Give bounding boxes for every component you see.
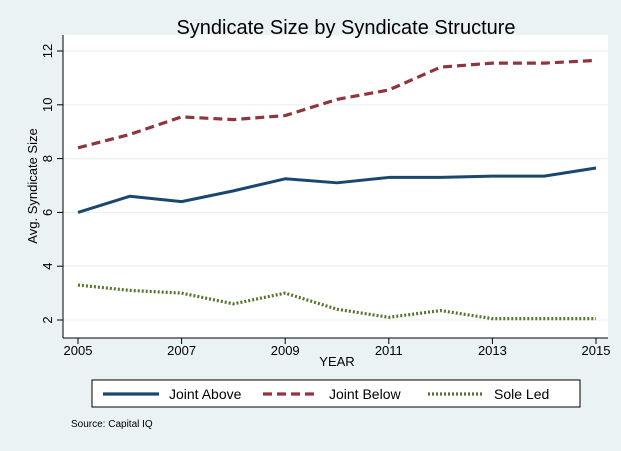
series-line-sole-led: [77, 283, 596, 321]
chart-title: Syndicate Size by Syndicate Structure: [176, 17, 515, 39]
y-tick-label: 2: [40, 316, 55, 323]
legend-label: Sole Led: [494, 386, 549, 402]
legend-label: Joint Above: [169, 386, 242, 402]
x-tick-label: 2007: [167, 343, 196, 358]
x-tick-label: 2005: [64, 343, 93, 358]
legend-items: Joint Above Joint Below Sole Led: [103, 386, 549, 402]
source-note: Source: Capital IQ: [71, 419, 153, 430]
x-tick-label: 2011: [375, 343, 403, 358]
y-tick-label: 6: [40, 209, 55, 216]
series-lines: [77, 58, 597, 321]
x-tick-labels: 2005 2007 2009 2011 2013 2015: [64, 338, 611, 358]
x-tick-label: 2009: [271, 343, 300, 358]
y-tick-label: 8: [40, 155, 55, 162]
x-axis-label: YEAR: [319, 354, 354, 369]
legend-label: Joint Below: [329, 386, 401, 402]
y-tick-label: 10: [40, 98, 55, 112]
series-line-joint-below: [77, 58, 597, 150]
y-tick-labels: 2 4 6 8 10 12: [40, 44, 63, 324]
y-tick-label: 4: [40, 263, 55, 270]
x-tick-label: 2015: [582, 343, 611, 358]
legend: [91, 379, 581, 408]
y-axis-label: Avg. Syndicate Size: [25, 128, 40, 243]
x-tick-label: 2013: [478, 343, 507, 358]
y-tick-label: 12: [40, 44, 55, 58]
series-line-joint-above: [77, 166, 597, 214]
plot-area: [63, 35, 608, 338]
